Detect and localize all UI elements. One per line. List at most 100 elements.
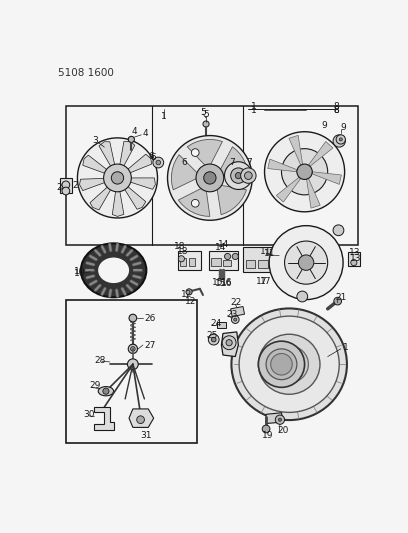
Circle shape bbox=[222, 336, 236, 350]
Circle shape bbox=[235, 173, 242, 179]
Circle shape bbox=[241, 168, 256, 183]
Bar bbox=[189, 258, 195, 265]
Circle shape bbox=[156, 160, 161, 165]
Text: 6: 6 bbox=[182, 158, 187, 167]
Text: 26: 26 bbox=[144, 313, 156, 322]
Ellipse shape bbox=[266, 349, 297, 379]
Ellipse shape bbox=[231, 309, 347, 420]
Circle shape bbox=[297, 164, 312, 180]
Text: 7: 7 bbox=[229, 158, 235, 167]
Polygon shape bbox=[178, 186, 210, 216]
Text: 13: 13 bbox=[349, 248, 361, 257]
Circle shape bbox=[178, 256, 184, 262]
Text: 13: 13 bbox=[350, 254, 361, 263]
Text: 10: 10 bbox=[73, 268, 85, 276]
Text: 16: 16 bbox=[222, 278, 233, 287]
Polygon shape bbox=[276, 177, 301, 202]
Text: 17: 17 bbox=[260, 277, 271, 286]
Polygon shape bbox=[171, 155, 201, 190]
Circle shape bbox=[351, 260, 357, 265]
Circle shape bbox=[78, 138, 157, 218]
Text: 25: 25 bbox=[206, 330, 217, 340]
Circle shape bbox=[111, 172, 124, 184]
Polygon shape bbox=[306, 179, 320, 208]
Bar bbox=[246, 260, 255, 268]
Text: 6: 6 bbox=[151, 154, 156, 163]
Bar bbox=[243, 247, 277, 272]
Circle shape bbox=[130, 344, 136, 350]
Text: 4: 4 bbox=[131, 127, 137, 136]
Bar bbox=[223, 260, 231, 265]
Text: 28: 28 bbox=[94, 356, 106, 365]
Circle shape bbox=[231, 316, 239, 324]
Text: 23: 23 bbox=[226, 310, 237, 319]
Polygon shape bbox=[129, 409, 154, 427]
Circle shape bbox=[226, 340, 232, 346]
Bar bbox=[60, 178, 72, 193]
Ellipse shape bbox=[258, 334, 320, 394]
Polygon shape bbox=[118, 178, 146, 209]
Circle shape bbox=[131, 346, 135, 351]
Circle shape bbox=[128, 136, 134, 142]
Circle shape bbox=[153, 157, 164, 168]
Text: 15: 15 bbox=[212, 278, 224, 287]
Circle shape bbox=[234, 318, 237, 321]
Circle shape bbox=[103, 388, 109, 394]
Circle shape bbox=[269, 225, 343, 300]
Polygon shape bbox=[99, 142, 118, 178]
Text: 21: 21 bbox=[335, 293, 347, 302]
Polygon shape bbox=[268, 159, 297, 172]
Polygon shape bbox=[83, 155, 118, 178]
Circle shape bbox=[282, 149, 328, 195]
Polygon shape bbox=[94, 407, 113, 430]
Polygon shape bbox=[222, 332, 238, 357]
Circle shape bbox=[231, 168, 246, 183]
Text: 1: 1 bbox=[161, 112, 166, 121]
Polygon shape bbox=[289, 135, 303, 165]
Ellipse shape bbox=[271, 353, 292, 375]
Text: 18: 18 bbox=[174, 242, 185, 251]
Text: 27: 27 bbox=[144, 341, 156, 350]
Text: 11: 11 bbox=[264, 249, 275, 258]
Circle shape bbox=[278, 418, 282, 421]
Ellipse shape bbox=[98, 386, 113, 396]
Polygon shape bbox=[308, 141, 333, 166]
Bar bbox=[209, 251, 238, 270]
Polygon shape bbox=[312, 172, 341, 184]
Circle shape bbox=[333, 135, 346, 147]
Bar bbox=[177, 251, 201, 270]
Text: 18: 18 bbox=[177, 247, 188, 255]
Text: 9: 9 bbox=[322, 121, 327, 130]
Text: 19: 19 bbox=[262, 431, 273, 440]
Text: 10: 10 bbox=[73, 269, 85, 278]
Circle shape bbox=[339, 138, 342, 141]
Text: 9: 9 bbox=[341, 123, 346, 132]
Circle shape bbox=[336, 135, 346, 144]
Circle shape bbox=[196, 164, 224, 192]
Circle shape bbox=[62, 187, 70, 195]
Circle shape bbox=[128, 344, 137, 353]
Polygon shape bbox=[118, 178, 155, 189]
Ellipse shape bbox=[81, 244, 146, 297]
Text: 5: 5 bbox=[203, 109, 209, 118]
Text: 8: 8 bbox=[334, 102, 339, 111]
Text: 12: 12 bbox=[182, 290, 193, 300]
Circle shape bbox=[244, 172, 252, 180]
Text: 2: 2 bbox=[72, 181, 78, 190]
Text: 1: 1 bbox=[251, 102, 257, 111]
Circle shape bbox=[104, 164, 131, 192]
Circle shape bbox=[62, 181, 70, 189]
Text: 17: 17 bbox=[256, 277, 268, 286]
Bar bbox=[180, 258, 186, 265]
Bar bbox=[217, 322, 226, 328]
Text: 5108 1600: 5108 1600 bbox=[58, 68, 114, 78]
Circle shape bbox=[232, 253, 238, 260]
Circle shape bbox=[208, 334, 219, 345]
Circle shape bbox=[191, 149, 199, 156]
Ellipse shape bbox=[98, 257, 130, 284]
Circle shape bbox=[275, 415, 284, 424]
Circle shape bbox=[264, 132, 345, 212]
Text: 31: 31 bbox=[141, 431, 152, 440]
Bar bbox=[66, 301, 197, 443]
Polygon shape bbox=[80, 178, 118, 191]
